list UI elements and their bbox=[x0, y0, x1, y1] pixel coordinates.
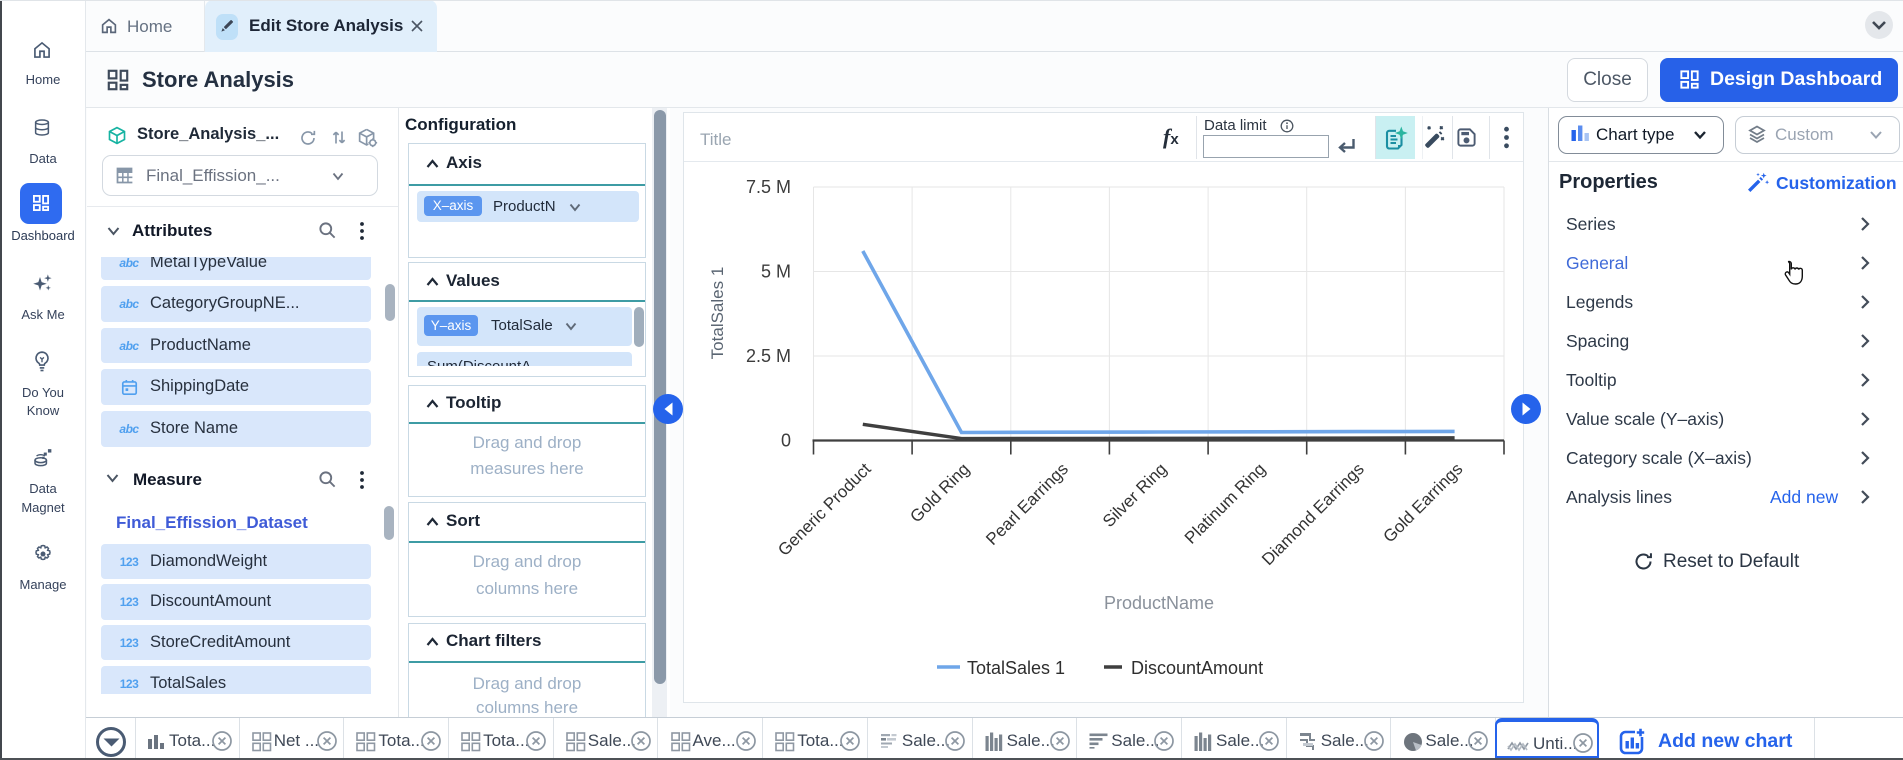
svg-text:Platinum Ring: Platinum Ring bbox=[1181, 459, 1269, 547]
svg-text:DiscountAmount: DiscountAmount bbox=[1131, 658, 1263, 678]
svg-text:Gold Ring: Gold Ring bbox=[906, 459, 973, 526]
svg-text:TotalSales 1: TotalSales 1 bbox=[708, 267, 727, 360]
svg-text:Silver Ring: Silver Ring bbox=[1099, 459, 1171, 531]
svg-text:Generic Product: Generic Product bbox=[774, 459, 874, 559]
svg-text:ProductName: ProductName bbox=[1104, 593, 1214, 613]
svg-text:5 M: 5 M bbox=[761, 262, 791, 282]
svg-text:Pearl Earrings: Pearl Earrings bbox=[982, 459, 1072, 549]
svg-text:2.5 M: 2.5 M bbox=[746, 346, 791, 366]
svg-text:0: 0 bbox=[781, 431, 791, 451]
svg-text:7.5 M: 7.5 M bbox=[746, 177, 791, 197]
svg-text:TotalSales 1: TotalSales 1 bbox=[967, 658, 1065, 678]
svg-text:Diamond Earrings: Diamond Earrings bbox=[1258, 459, 1368, 569]
svg-text:Gold Earrings: Gold Earrings bbox=[1379, 459, 1466, 546]
